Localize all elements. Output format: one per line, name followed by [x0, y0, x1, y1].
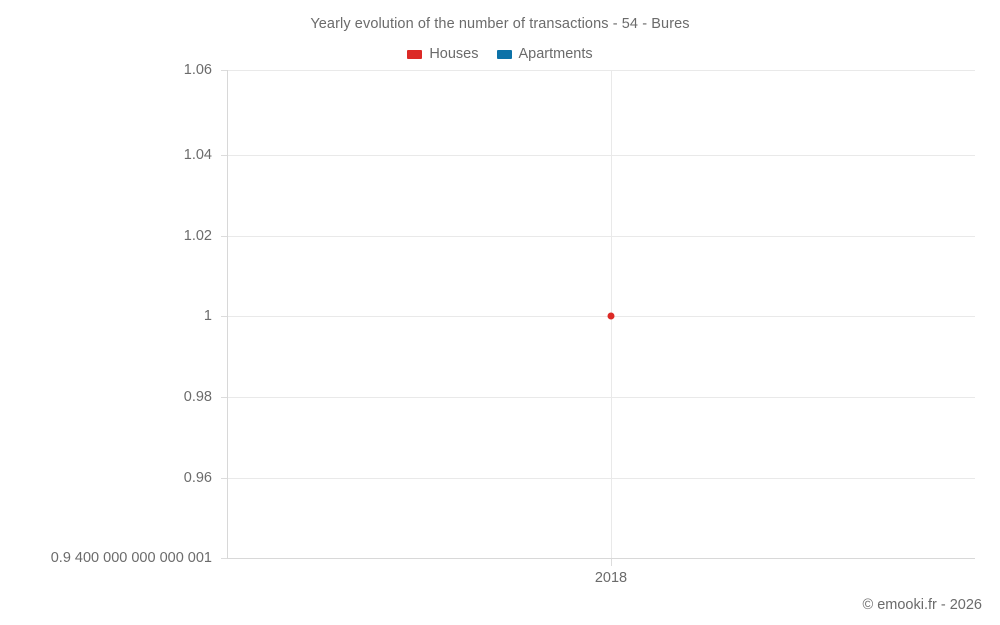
y-axis-label-1-04: 1.04 [183, 147, 212, 163]
legend-swatch-icon-apartments [496, 49, 512, 59]
legend-label-houses: Houses [429, 46, 479, 62]
legend-item-apartments[interactable]: Apartments [496, 46, 593, 62]
data-point-houses-2018[interactable] [607, 312, 615, 320]
legend-label-apartments: Apartments [518, 46, 593, 62]
x-axis-line [227, 558, 975, 559]
legend-swatch-icon-houses [407, 49, 423, 59]
gridline-horizontal [227, 397, 975, 398]
y-axis-label-0-98: 0.98 [183, 389, 212, 405]
gridline-horizontal [227, 155, 975, 156]
footer-credit: © emooki.fr - 2026 [862, 597, 982, 613]
chart-title: Yearly evolution of the number of transa… [310, 16, 690, 32]
y-axis-label-0-94: 0.9 400 000 000 000 001 [50, 550, 212, 566]
y-axis-label-1-06: 1.06 [183, 62, 212, 78]
gridline-horizontal [227, 236, 975, 237]
gridline-horizontal [227, 70, 975, 71]
y-axis-label-0-96: 0.96 [183, 470, 212, 486]
y-axis-tick [221, 70, 227, 71]
gridline-horizontal [227, 478, 975, 479]
y-axis-tick [221, 236, 227, 237]
chart-legend: Houses Apartments [0, 46, 1000, 62]
y-axis-label-1-02: 1.02 [183, 228, 212, 244]
y-axis-tick [221, 478, 227, 479]
gridline-horizontal [227, 316, 975, 317]
y-axis-tick [221, 397, 227, 398]
y-axis-tick [221, 316, 227, 317]
y-axis-tick [221, 558, 227, 559]
y-axis-label-1: 1 [203, 308, 212, 324]
x-axis-label-2018: 2018 [594, 570, 628, 586]
y-axis-line [227, 70, 228, 559]
y-axis-tick [221, 155, 227, 156]
legend-item-houses[interactable]: Houses [407, 46, 479, 62]
x-axis-tick-2018 [611, 559, 612, 566]
plot-area [221, 70, 975, 566]
